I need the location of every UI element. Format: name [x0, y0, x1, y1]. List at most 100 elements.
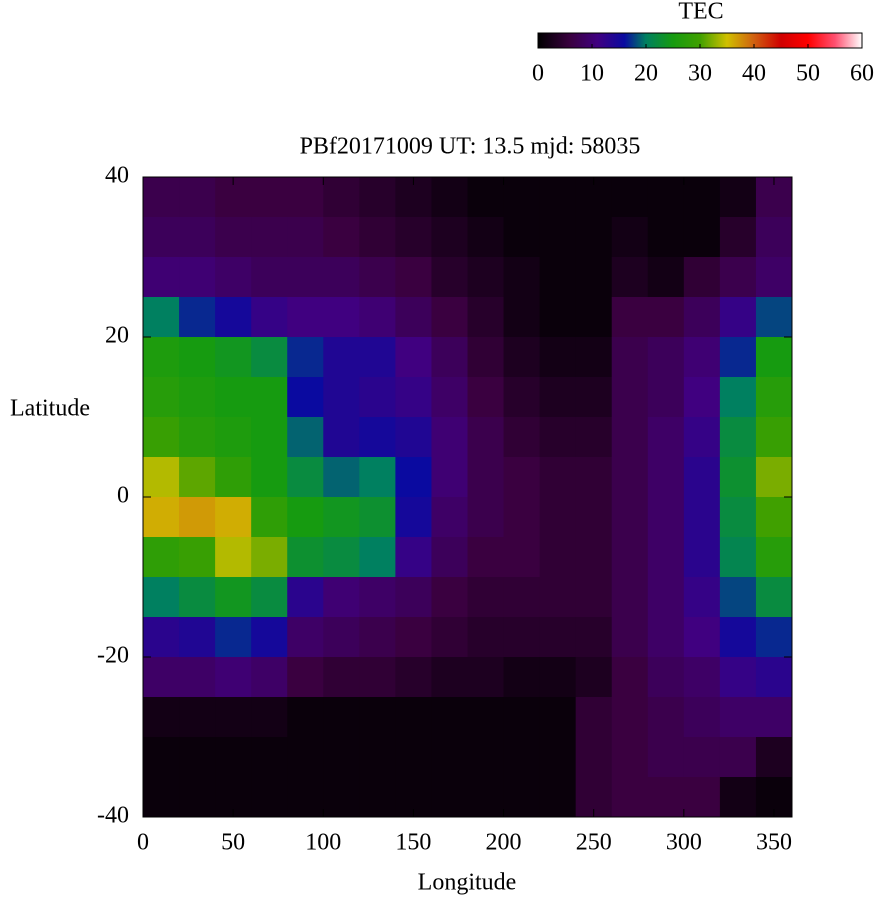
heat-cell: [647, 737, 685, 778]
heat-cell: [539, 697, 577, 738]
heat-cell: [395, 337, 432, 378]
y-axis-label: Latitude: [10, 396, 90, 422]
heat-cell: [215, 697, 252, 738]
heat-cell: [395, 217, 432, 258]
heat-cell: [719, 257, 757, 298]
heat-cell: [611, 657, 649, 698]
heat-cell: [287, 257, 324, 298]
heat-cell: [683, 737, 721, 778]
heat-cell: [431, 657, 468, 698]
heat-cell: [755, 417, 793, 458]
heat-cell: [719, 297, 757, 338]
heat-cell: [539, 257, 577, 298]
heat-cell: [683, 337, 721, 378]
heat-cell: [683, 177, 721, 218]
heat-cell: [431, 217, 468, 258]
y-tick-label: 0: [117, 483, 129, 509]
heat-cell: [467, 737, 505, 778]
heat-cell: [503, 297, 541, 338]
heat-cell: [287, 377, 324, 418]
x-tick-label: 350: [756, 830, 792, 856]
heat-cell: [215, 377, 252, 418]
heat-cell: [359, 577, 396, 618]
heat-cell: [755, 537, 793, 578]
heat-cell: [215, 217, 252, 258]
heat-cell: [179, 737, 216, 778]
x-tick-label: 200: [486, 830, 522, 856]
heat-cell: [575, 417, 613, 458]
heat-cell: [611, 417, 649, 458]
heat-cell: [647, 457, 685, 498]
heat-cell: [647, 377, 685, 418]
heat-cell: [143, 417, 180, 458]
heat-cell: [395, 697, 432, 738]
heat-cell: [611, 697, 649, 738]
heat-cell: [539, 537, 577, 578]
heat-cell: [611, 497, 649, 538]
heat-cell: [143, 617, 180, 658]
heat-cell: [359, 177, 396, 218]
heat-cell: [719, 617, 757, 658]
heat-cell: [683, 217, 721, 258]
x-tick-label: 300: [666, 830, 702, 856]
heat-cell: [359, 457, 396, 498]
heat-cell: [431, 697, 468, 738]
heat-cell: [431, 417, 468, 458]
heat-cell: [287, 697, 324, 738]
heat-cell: [395, 577, 432, 618]
heat-cell: [179, 217, 216, 258]
heat-cell: [287, 217, 324, 258]
heat-cell: [719, 177, 757, 218]
heat-cell: [755, 577, 793, 618]
heat-cell: [251, 577, 288, 618]
heat-cell: [611, 737, 649, 778]
heat-cell: [503, 777, 541, 818]
heat-cell: [719, 537, 757, 578]
heat-cell: [179, 777, 216, 818]
heat-cell: [323, 537, 360, 578]
heat-cell: [467, 417, 505, 458]
heat-cell: [143, 537, 180, 578]
heat-cell: [503, 457, 541, 498]
heat-cell: [647, 697, 685, 738]
heat-cell: [359, 697, 396, 738]
heat-cell: [143, 257, 180, 298]
heat-cell: [503, 737, 541, 778]
heat-cell: [575, 617, 613, 658]
heat-cell: [719, 377, 757, 418]
heat-cell: [755, 217, 793, 258]
heat-cell: [431, 617, 468, 658]
heat-cell: [503, 657, 541, 698]
heat-cell: [683, 457, 721, 498]
heat-cell: [503, 337, 541, 378]
heat-cell: [575, 377, 613, 418]
heat-cell: [359, 657, 396, 698]
heat-cell: [323, 497, 360, 538]
heat-cell: [251, 257, 288, 298]
heat-cell: [539, 377, 577, 418]
heat-cell: [395, 737, 432, 778]
heat-cell: [359, 537, 396, 578]
heat-cell: [539, 657, 577, 698]
heat-cell: [647, 657, 685, 698]
heat-cell: [323, 457, 360, 498]
heat-cell: [323, 217, 360, 258]
x-tick-label: 0: [137, 830, 149, 856]
heat-cell: [359, 777, 396, 818]
heat-cell: [251, 337, 288, 378]
heat-cell: [755, 297, 793, 338]
heat-cell: [719, 417, 757, 458]
heat-cell: [647, 577, 685, 618]
heat-cell: [467, 457, 505, 498]
heat-cell: [287, 737, 324, 778]
heat-cell: [575, 497, 613, 538]
heat-cell: [323, 697, 360, 738]
heat-cell: [503, 617, 541, 658]
heat-cell: [431, 257, 468, 298]
heat-cell: [359, 377, 396, 418]
heat-cell: [287, 457, 324, 498]
heat-cell: [611, 457, 649, 498]
heat-cell: [287, 417, 324, 458]
heat-cell: [467, 257, 505, 298]
heat-cell: [611, 617, 649, 658]
